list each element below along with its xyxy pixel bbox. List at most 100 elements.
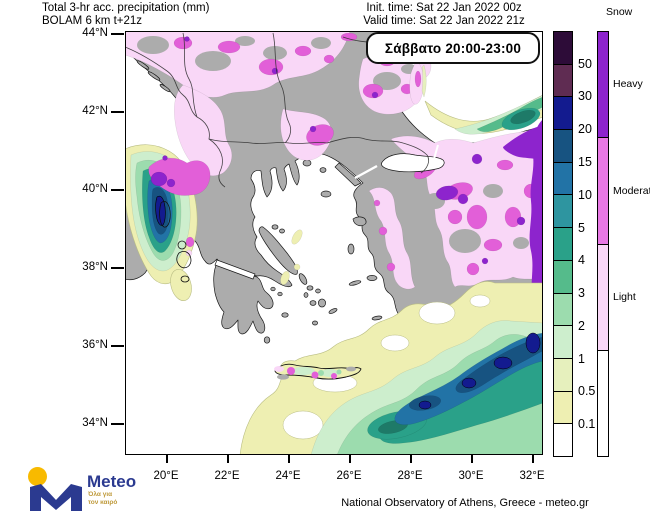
bosphorus-strait	[433, 144, 439, 160]
snowbar-segment-light	[598, 244, 608, 351]
ionian-island-outlines	[159, 201, 192, 283]
lat-label: 42°N	[82, 105, 108, 117]
colorbar-label: 4	[578, 253, 585, 267]
island-andros	[298, 273, 308, 285]
lat-tick	[111, 345, 124, 347]
lon-tick	[349, 455, 351, 463]
dalmatia-islet	[159, 83, 171, 93]
rain-trace-streak	[421, 64, 427, 98]
colorbar-segment	[554, 195, 572, 229]
island-sporades	[279, 228, 285, 234]
snow-heavy-albania	[150, 171, 168, 187]
snow-light-albania	[174, 84, 233, 176]
colorbar-segment	[554, 424, 572, 456]
logo-wordmark: Meteo	[87, 472, 137, 491]
lon-tick	[532, 455, 534, 463]
lat-tick	[111, 111, 124, 113]
lon-label: 28°E	[397, 470, 423, 482]
colorbar-segment	[554, 162, 572, 196]
island-corfu	[159, 201, 171, 228]
colorbar-segment	[554, 293, 572, 327]
land-layer	[124, 30, 544, 368]
island-kefalonia	[176, 251, 192, 269]
peloponnese	[213, 262, 274, 335]
island-samothraki	[319, 167, 327, 173]
dry-holes-anatolia	[413, 184, 529, 271]
rain-se-navy-spots	[418, 332, 541, 410]
island-kos	[371, 315, 383, 321]
rain-blacksea-core	[510, 109, 536, 125]
colorbar-label: 50	[578, 57, 592, 71]
lat-label: 36°N	[82, 339, 108, 351]
gallipoli-peninsula	[334, 162, 362, 187]
valid-period-label: Σάββατο 20:00-23:00	[384, 40, 522, 56]
colorbar-label: 20	[578, 122, 592, 136]
colorbar-label: 30	[578, 89, 592, 103]
snow-heavy-dot	[184, 36, 190, 42]
rain-trace-attica	[280, 271, 290, 285]
lat-label: 44°N	[82, 27, 108, 39]
colorbar-segment	[554, 64, 572, 98]
colorbar-label: 15	[578, 155, 592, 169]
logo-tagline: Όλα για τον καιρό	[88, 491, 117, 506]
precipitation-colorbar	[553, 31, 573, 457]
map-frame	[125, 31, 543, 455]
island-milos	[281, 312, 289, 318]
lat-label: 40°N	[82, 183, 108, 195]
island-zakynthos	[180, 275, 190, 283]
lon-label: 22°E	[214, 470, 240, 482]
island-sporades	[271, 224, 279, 230]
lat-tick	[111, 423, 124, 425]
rain-trace-sporades	[291, 229, 303, 245]
snow-heavy-dot	[371, 91, 379, 99]
colorbar-label: 10	[578, 188, 592, 202]
logo-m-icon	[30, 484, 82, 511]
lon-label: 24°E	[275, 470, 301, 482]
island-tinos	[306, 285, 314, 291]
colorbar-label: 5	[578, 221, 585, 235]
island-syros	[303, 292, 309, 298]
dalmatia-islet	[136, 60, 150, 70]
island-amorgos	[328, 308, 338, 314]
island-samos	[366, 275, 378, 281]
lat-tick	[111, 33, 124, 35]
snow-heavy-dot	[162, 155, 168, 161]
lat-tick	[111, 189, 124, 191]
valid-time: Valid time: Sat 22 Jan 2022 21z	[363, 15, 525, 27]
lon-label: 26°E	[336, 470, 362, 482]
island-paros	[309, 300, 317, 306]
map-title-line1: Total 3-hr acc. precipitation (mm)	[42, 2, 210, 14]
snow-intensity-bar	[597, 31, 609, 457]
dalmatia-islet	[147, 71, 161, 81]
island-saronic	[277, 291, 283, 297]
island-lemnos	[320, 190, 332, 198]
colorbar-segment	[554, 228, 572, 261]
rain-trace-euboea	[293, 263, 301, 271]
snow-label-heavy: Heavy	[613, 78, 643, 90]
logo-tagline-line1: Όλα για	[88, 491, 113, 498]
lon-tick	[166, 455, 168, 463]
init-time: Init. time: Sat 22 Jan 2022 00z	[366, 2, 522, 14]
lon-tick	[288, 455, 290, 463]
snow-moderate-coast-dot	[185, 236, 195, 248]
lat-label: 34°N	[82, 417, 108, 429]
map-canvas	[123, 30, 544, 456]
snow-label-moderate: Moderate	[613, 185, 650, 197]
greece-precipitation-map	[123, 30, 544, 456]
lon-label: 30°E	[458, 470, 484, 482]
attribution-text: National Observatory of Athens, Greece -…	[341, 497, 589, 509]
island-ikaria	[348, 280, 362, 286]
colorbar-segment	[554, 260, 572, 294]
run-times: Init. time: Sat 22 Jan 2022 00z Valid ti…	[330, 2, 558, 28]
map-title-line2: BOLAM 6 km t+21z	[42, 15, 143, 27]
colorbar-segment	[554, 391, 572, 425]
island-saronic	[270, 286, 276, 292]
island-thasos	[302, 159, 312, 167]
colorbar-label: 0.5	[578, 384, 596, 398]
snow-moderate-streak	[414, 70, 422, 88]
dardanelles-strait	[354, 164, 378, 180]
dry-hole	[373, 72, 401, 90]
crete-precip-details	[274, 366, 356, 380]
lon-label: 20°E	[153, 470, 179, 482]
snow-heavy-albania	[166, 178, 176, 188]
